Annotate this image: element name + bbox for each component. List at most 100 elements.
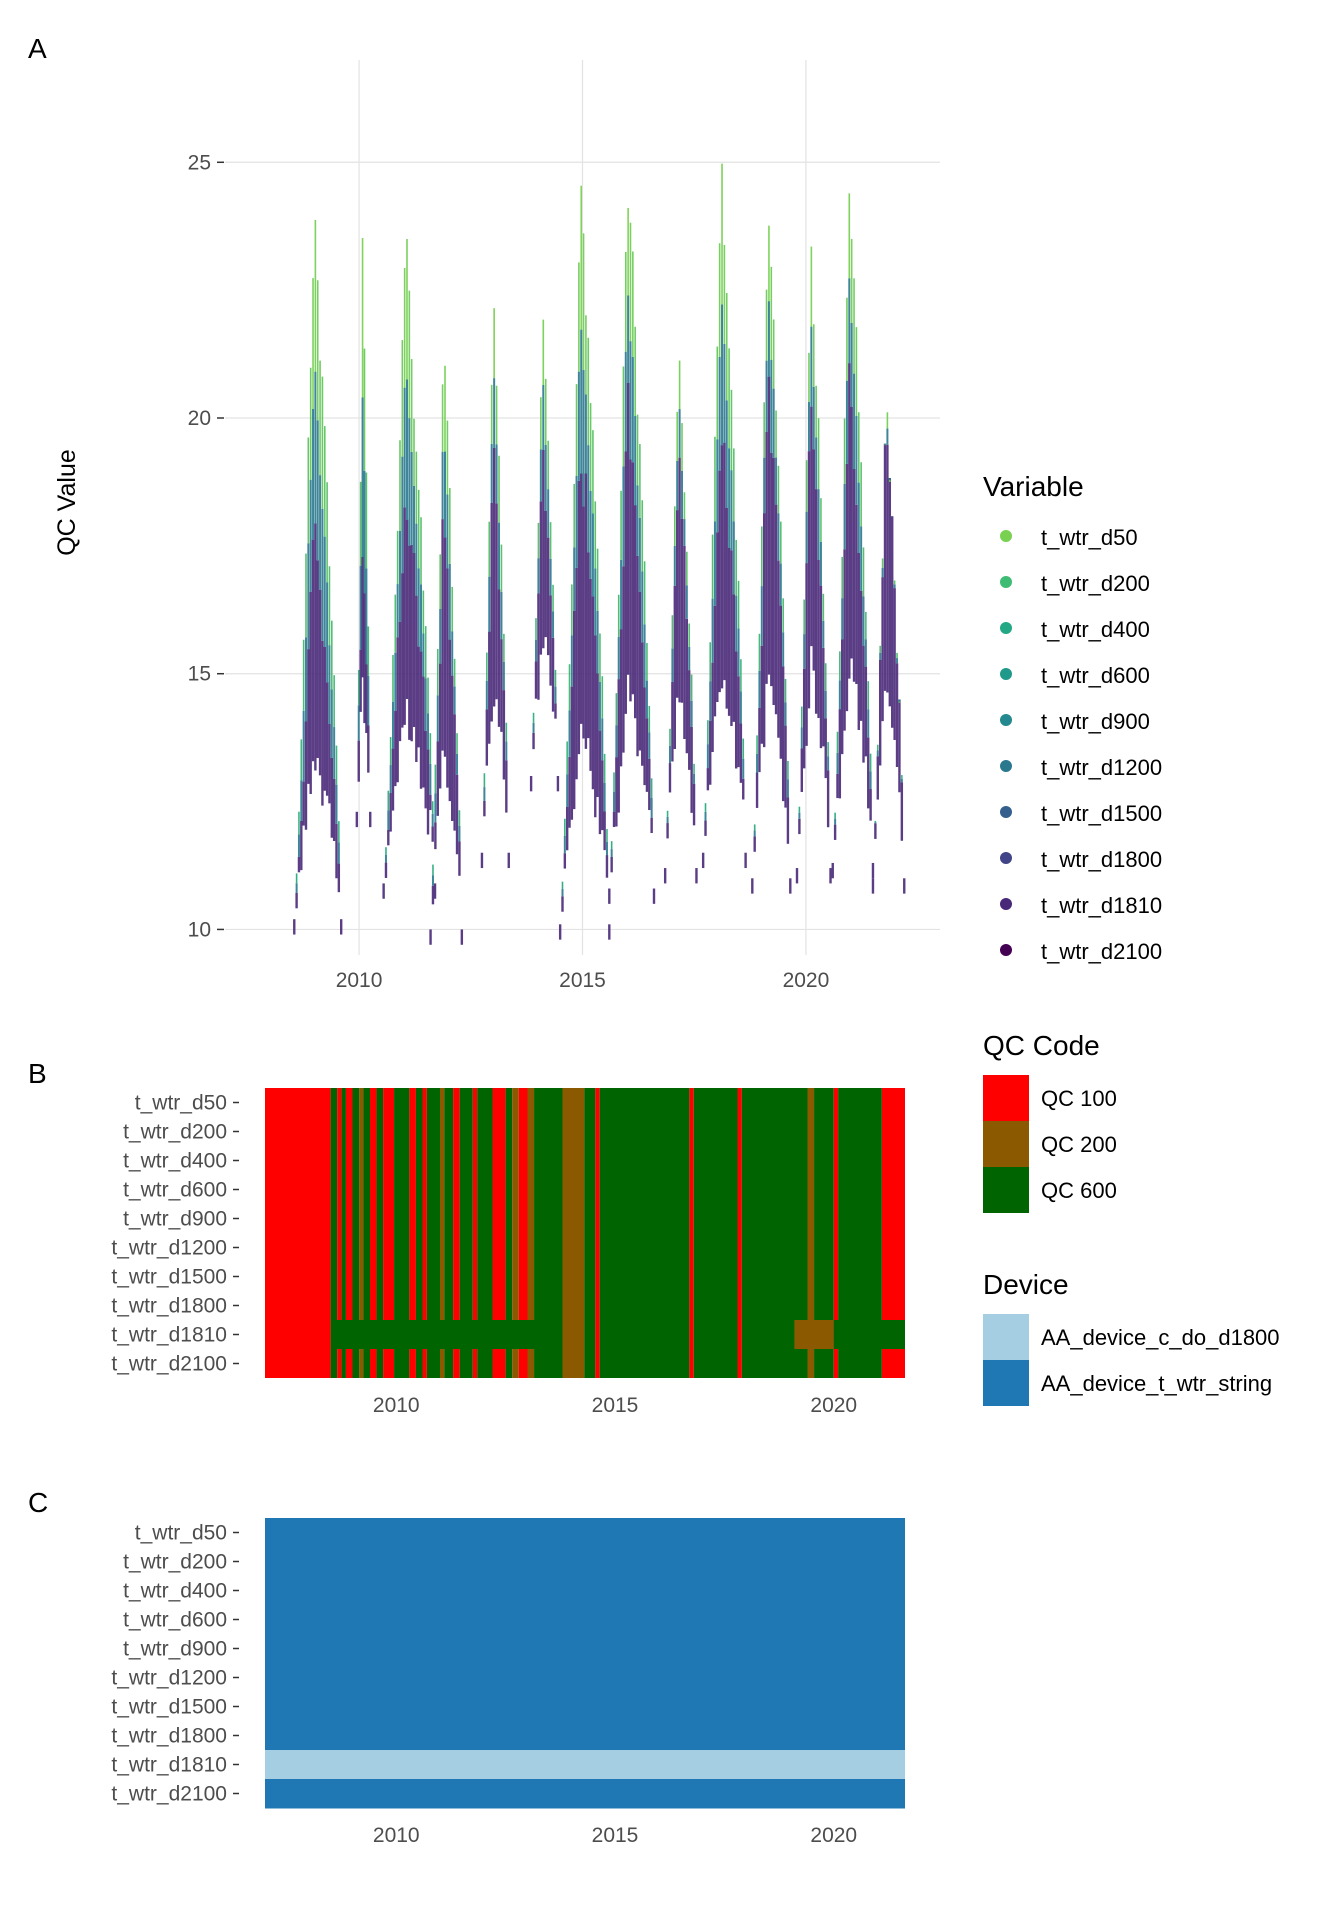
qc-cell — [881, 1088, 905, 1378]
x-tick-label: 2020 — [810, 1824, 857, 1847]
qc-cell — [584, 1088, 596, 1378]
qc-cell — [370, 1088, 377, 1378]
y-tick-label: t_wtr_d1200 — [111, 1237, 227, 1260]
qc-cell — [833, 1088, 839, 1378]
season-series — [701, 163, 747, 869]
y-tick-label: t_wtr_d600 — [123, 1609, 227, 1632]
qc-cell — [426, 1088, 440, 1378]
qc-cell — [693, 1088, 738, 1378]
y-tick-label: t_wtr_d1800 — [111, 1725, 227, 1748]
qc-cell — [440, 1320, 559, 1349]
qc-cell — [444, 1088, 454, 1378]
legend-label: t_wtr_d1810 — [1041, 893, 1162, 918]
qc-cell — [737, 1088, 742, 1378]
legend-swatch — [1000, 668, 1012, 680]
season-series — [429, 365, 464, 945]
legend-label: t_wtr_d400 — [1041, 617, 1150, 642]
y-tick-label: 10 — [188, 918, 211, 941]
y-tick-label: t_wtr_d1800 — [111, 1295, 227, 1318]
variable-legend-title: Variable — [983, 471, 1084, 502]
season-series — [871, 412, 906, 894]
legend-swatch — [983, 1314, 1029, 1360]
y-tick-label: t_wtr_d2100 — [111, 1783, 227, 1806]
qc-cell — [440, 1088, 445, 1378]
y-tick-label: t_wtr_d1500 — [111, 1696, 227, 1719]
qc-cell — [833, 1320, 905, 1349]
legend-swatch — [983, 1167, 1029, 1213]
season-series — [608, 207, 656, 904]
legend-swatch — [1000, 760, 1012, 772]
device-cell — [265, 1576, 905, 1606]
y-tick-label: t_wtr_d900 — [123, 1638, 227, 1661]
device-cell — [265, 1547, 905, 1577]
x-tick-label: 2015 — [592, 1824, 639, 1847]
legend-label: t_wtr_d50 — [1041, 525, 1138, 550]
qc-cell — [472, 1088, 478, 1378]
panel-c-device-heatmap: t_wtr_d50 t_wtr_d200 t_wtr_d400 t_wtr_d600t… — [111, 1518, 905, 1847]
legend-swatch — [1000, 530, 1012, 542]
device-cell — [265, 1518, 905, 1548]
qc-cell — [562, 1088, 585, 1378]
qc-cell — [505, 1088, 513, 1378]
qc-cell — [415, 1088, 423, 1378]
x-tick-label: 2015 — [559, 969, 606, 992]
qc-cell — [352, 1088, 360, 1378]
season-series — [831, 193, 875, 879]
panel-b-label: B — [28, 1058, 47, 1089]
qc-cell — [394, 1088, 410, 1378]
x-tick-label: 2015 — [592, 1394, 639, 1417]
x-tick-label: 2020 — [810, 1394, 857, 1417]
legend-swatch — [1000, 898, 1012, 910]
qc-cell — [337, 1088, 342, 1378]
season-series — [751, 225, 792, 894]
qc-code-legend: QC Code QC 100 QC 200 QC 600 — [983, 1030, 1117, 1213]
qc-cell — [527, 1088, 535, 1378]
device-cell — [265, 1779, 905, 1809]
legend-label: t_wtr_d900 — [1041, 709, 1150, 734]
legend-label: QC 600 — [1041, 1178, 1117, 1203]
season-series — [663, 360, 698, 884]
qc-cell — [341, 1088, 346, 1378]
panel-c-label: C — [28, 1487, 48, 1518]
device-legend: Device AA_device_c_do_d1800 AA_device_t_wt… — [983, 1269, 1280, 1406]
y-tick-label: t_wtr_d1500 — [111, 1266, 227, 1289]
qc-cell — [422, 1088, 427, 1378]
qc-cell — [345, 1088, 353, 1378]
legend-label: QC 200 — [1041, 1132, 1117, 1157]
legend-swatch — [1000, 714, 1012, 726]
qc-cell — [599, 1088, 690, 1378]
y-tick-label: t_wtr_d1200 — [111, 1667, 227, 1690]
y-tick-label: t_wtr_d200 — [123, 1551, 227, 1574]
legend-label: AA_device_t_wtr_string — [1041, 1371, 1272, 1396]
qc-cell — [335, 1320, 440, 1349]
qc-cell — [512, 1088, 519, 1378]
device-cell — [265, 1634, 905, 1664]
variable-legend: Variable t_wtr_d50 t_wtr_d200 t_wtr_d400 t_w… — [983, 471, 1162, 964]
qc-cell — [814, 1088, 834, 1378]
panel-a-line-chart: 2010 2015 2020 10 15 20 25 QC Value — [53, 60, 940, 992]
legend-label: t_wtr_d200 — [1041, 571, 1150, 596]
qc-cell — [807, 1088, 815, 1378]
qc-cell — [595, 1088, 600, 1378]
legend-swatch — [983, 1360, 1029, 1406]
y-tick-label: t_wtr_d600 — [123, 1179, 227, 1202]
legend-swatch — [983, 1075, 1029, 1121]
legend-label: AA_device_c_do_d1800 — [1041, 1325, 1280, 1350]
x-tick-label: 2010 — [373, 1824, 420, 1847]
legend-swatch — [1000, 944, 1012, 956]
y-tick-label: t_wtr_d400 — [123, 1580, 227, 1603]
legend-swatch — [983, 1121, 1029, 1167]
legend-label: t_wtr_d1200 — [1041, 755, 1162, 780]
season-series — [480, 308, 510, 869]
y-tick-label: t_wtr_d900 — [123, 1208, 227, 1231]
device-legend-title: Device — [983, 1269, 1069, 1300]
season-series — [558, 185, 611, 940]
device-cell — [265, 1721, 905, 1751]
legend-label: t_wtr_d2100 — [1041, 939, 1162, 964]
x-tick-label: 2010 — [373, 1394, 420, 1417]
qc-cell — [453, 1088, 460, 1378]
qc-cell — [492, 1088, 506, 1378]
y-tick-label: t_wtr_d50 — [135, 1092, 227, 1115]
device-cell — [265, 1692, 905, 1722]
